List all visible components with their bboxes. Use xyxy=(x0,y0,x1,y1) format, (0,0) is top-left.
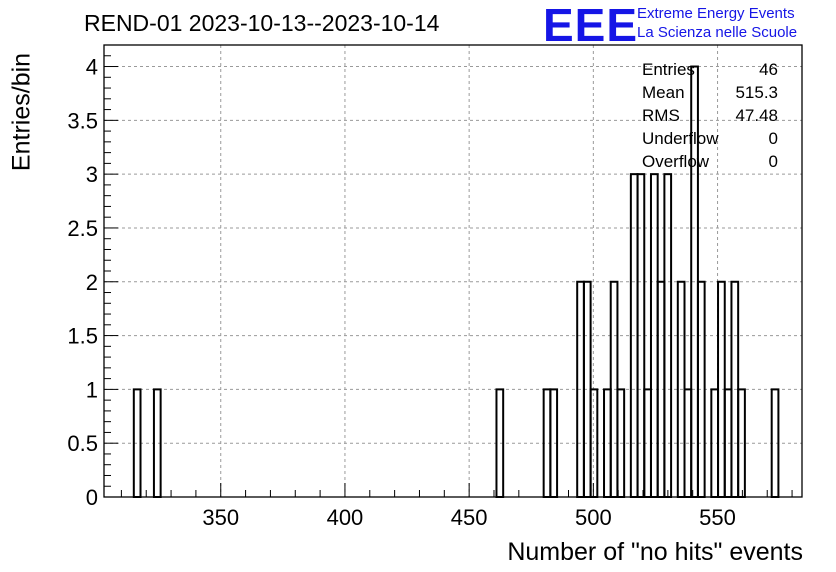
stats-mean-value: 515.3 xyxy=(735,83,778,102)
y-tick-label: 3 xyxy=(86,162,98,187)
y-tick-label: 1.5 xyxy=(67,324,98,349)
stats-underflow-key: Underflow xyxy=(642,129,719,148)
y-tick-label: 3.5 xyxy=(67,108,98,133)
histogram-bin xyxy=(616,388,626,498)
y-tick-label: 0.5 xyxy=(67,431,98,456)
histogram-bin xyxy=(152,388,162,498)
histogram-bin xyxy=(770,388,780,498)
logo-mark: EEE xyxy=(543,0,639,51)
stats-overflow-value: 0 xyxy=(768,152,778,171)
x-tick-label: 550 xyxy=(699,505,736,530)
y-tick-label: 0 xyxy=(86,485,98,510)
x-tick-label: 350 xyxy=(202,505,239,530)
histogram-bin xyxy=(132,388,142,498)
histogram-bin xyxy=(589,388,599,498)
x-tick-label: 400 xyxy=(327,505,364,530)
y-tick-label: 4 xyxy=(86,55,98,80)
stats-rms-key: RMS xyxy=(642,106,680,125)
y-tick-label: 2 xyxy=(86,270,98,295)
x-tick-label: 450 xyxy=(451,505,488,530)
histogram-bin xyxy=(636,173,646,498)
stats-entries-value: 46 xyxy=(759,60,778,79)
stats-overflow-key: Overflow xyxy=(642,152,710,171)
chart-title: REND-01 2023-10-13--2023-10-14 xyxy=(84,10,440,36)
logo-line-1: Extreme Energy Events xyxy=(637,5,795,22)
histogram-bin xyxy=(663,173,673,498)
y-tick-label: 2.5 xyxy=(67,216,98,241)
y-tick-label: 1 xyxy=(86,377,98,402)
eee-logo: EEE Extreme Energy Events La Scienza nel… xyxy=(543,0,833,51)
stats-underflow-value: 0 xyxy=(768,129,778,148)
stats-mean-key: Mean xyxy=(642,83,685,102)
x-axis-label: Number of "no hits" events xyxy=(507,538,803,566)
x-tick-label: 500 xyxy=(575,505,612,530)
histogram-bin xyxy=(737,388,746,498)
histogram-bin xyxy=(549,388,559,498)
stats-entries-key: Entries xyxy=(642,60,695,79)
histogram-bin xyxy=(696,280,706,498)
stats-rms-value: 47.48 xyxy=(735,106,778,125)
histogram-bin xyxy=(495,388,505,498)
logo-line-2: La Scienza nelle Scuole xyxy=(637,24,798,41)
